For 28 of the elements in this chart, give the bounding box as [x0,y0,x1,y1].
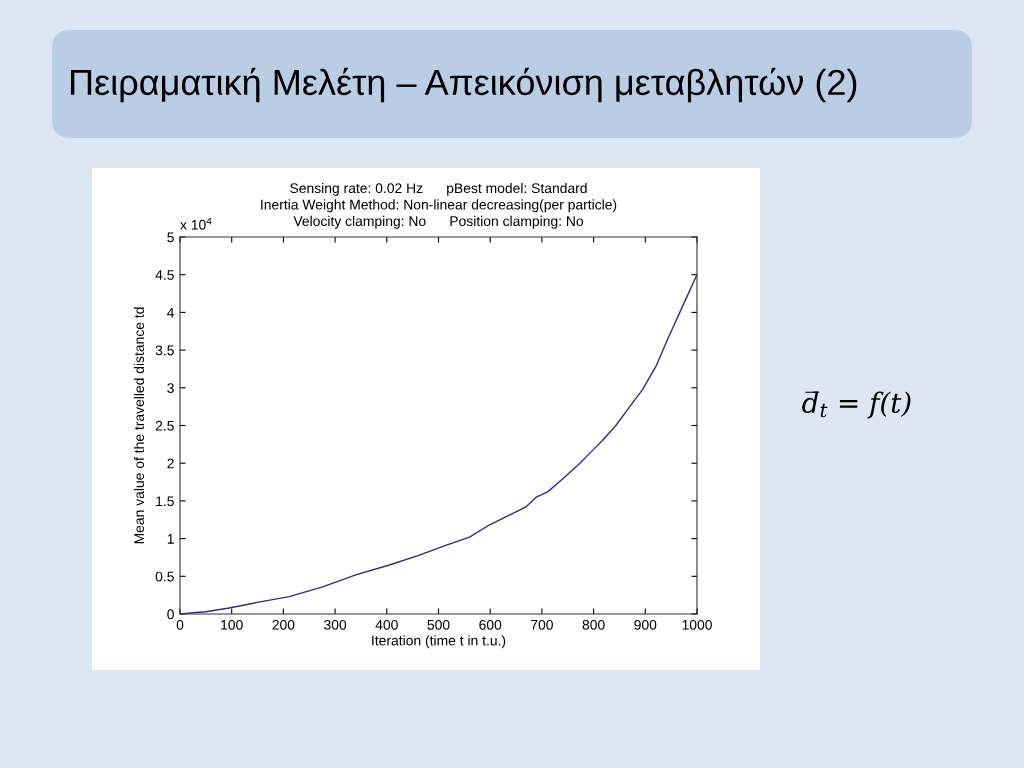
y-axis-title: Mean value of the travelled distance td [133,307,145,544]
chart-subtitle: Sensing rate: 0.02 Hz pBest model: Standard Inertia Weight Method: Non-linear decreasing(per particle) Velocity clamping: No Position clamping: No [261,182,617,229]
y-tick-label: 4.5 [155,270,174,280]
text: d̅$_{t}$ = f(t) [802,391,911,419]
y-tick-label: 0.5 [155,571,174,582]
x-tick-label: 800 [582,619,605,630]
chart-title: Πειραματική Μελέτη – Απεικόνιση μεταβλητών (2) [70,67,857,103]
y-tick-label: 1.5 [156,496,174,507]
y-tick-label: 3.5 [155,345,174,356]
x-axis-title: Iteration (time t in t.u.) [372,635,506,649]
x-tick-label: 600 [479,619,502,630]
y-tick-label: 2 [167,458,174,469]
text: x 10$^{4}$ [180,217,212,230]
y-tick-label: 3 [167,383,174,393]
x-tick-label: 500 [427,619,450,630]
x-tick-label: 200 [272,619,295,630]
y-tick-label: 4 [167,307,175,318]
y-tick-label: 0 [167,609,174,620]
y-tick-label: 1 [167,534,174,544]
x-tick-label: 0 [176,619,184,630]
x-tick-label: 100 [221,619,243,630]
y-tick-label: 5 [167,232,174,243]
x-tick-label: 400 [375,619,398,630]
x-tick-label: 300 [324,619,347,630]
x-tick-label: 700 [531,619,553,630]
x-tick-label: 1000 [682,619,712,630]
y-tick-label: 2.5 [155,420,174,431]
x-tick-label: 900 [634,619,657,630]
